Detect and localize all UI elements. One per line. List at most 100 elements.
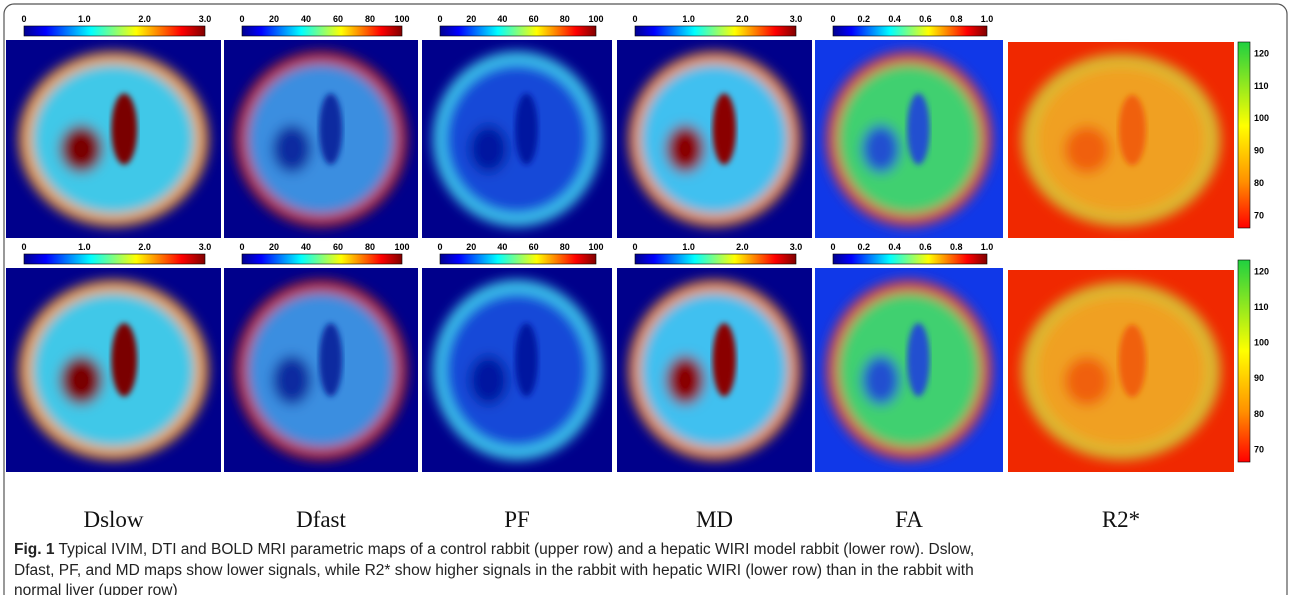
colorbar-tick-label: 1.0 <box>78 14 91 24</box>
map-panel: 0 20 40 60 80 100 <box>422 14 612 238</box>
panels: 0 1.0 2.0 3.0 0 1.0 2.0 3.0 0 20 40 60 80 100 0 20 40 60 8… <box>6 14 1269 472</box>
column-label: PF <box>504 507 530 532</box>
tissue-core <box>319 93 343 165</box>
tissue-core <box>712 323 736 397</box>
tissue-core <box>319 323 343 397</box>
colorbar <box>634 25 797 37</box>
colorbar-tick-label: 80 <box>365 242 375 252</box>
colorbar-tick-label: 40 <box>497 14 507 24</box>
tissue-core <box>515 93 538 165</box>
map-panel: 0 1.0 2.0 3.0 <box>617 14 812 238</box>
colorbar-tick-label: 80 <box>1254 178 1264 188</box>
colorbar-tick-label: 60 <box>529 14 539 24</box>
map-panel: 0 1.0 2.0 3.0 <box>6 14 221 238</box>
colorbar-tick-label: 100 <box>394 242 409 252</box>
colorbar-tick-label: 0.6 <box>919 14 932 24</box>
column-labels: Dslow Dfast PF MD FA R2* <box>83 507 1140 532</box>
colorbar-tick-label: 0.8 <box>950 242 963 252</box>
caption-text: Typical IVIM, DTI and BOLD MRI parametri… <box>54 541 974 558</box>
column-label: Dfast <box>296 507 346 532</box>
colorbar-tick-label: 20 <box>269 242 279 252</box>
tissue-patch <box>862 355 900 405</box>
colorbar-tick-label: 70 <box>1254 210 1264 220</box>
tissue-patch <box>469 125 508 173</box>
figure-border <box>3 3 1288 595</box>
caption-line: Fig. 1 Typical IVIM, DTI and BOLD MRI pa… <box>14 541 974 558</box>
colorbar-tick-label: 2.0 <box>138 14 151 24</box>
tissue-patch <box>469 355 508 405</box>
tissue-patch <box>862 125 900 173</box>
colorbar-tick-label: 0 <box>239 14 244 24</box>
colorbar-tick-label: 1.0 <box>981 14 994 24</box>
caption-line: Dfast, PF, and MD maps show lower signal… <box>14 562 974 579</box>
colorbar-tick-label: 70 <box>1254 444 1264 454</box>
colorbar-tick-label: 20 <box>466 14 476 24</box>
colorbar <box>23 253 206 265</box>
colorbar-tick-label: 40 <box>497 242 507 252</box>
tissue-core <box>111 323 138 397</box>
colorbar-tick-label: 0 <box>21 242 26 252</box>
colorbar-tick-label: 40 <box>301 14 311 24</box>
colorbar-tick-label: 60 <box>333 14 343 24</box>
caption-line: normal liver (upper row) <box>14 582 178 595</box>
colorbar <box>23 25 206 37</box>
colorbar <box>832 253 988 265</box>
colorbar-tick-label: 1.0 <box>78 242 91 252</box>
colorbar-tick-label: 80 <box>560 242 570 252</box>
map-panel: 0 20 40 60 80 100 <box>224 242 418 472</box>
colorbar-tick-label: 100 <box>394 14 409 24</box>
colorbar <box>241 253 403 265</box>
tissue-core <box>1118 324 1146 398</box>
colorbar-tick-label: 100 <box>588 14 603 24</box>
colorbar-tick-label: 0 <box>437 14 442 24</box>
colorbar-tick-label: 110 <box>1254 302 1269 312</box>
tissue-core <box>712 93 736 165</box>
caption-label: Fig. 1 <box>14 541 55 558</box>
tissue-core <box>907 93 930 165</box>
colorbar-tick-label: 2.0 <box>138 242 151 252</box>
tissue-patch <box>1064 126 1110 174</box>
colorbar-tick-label: 0 <box>632 14 637 24</box>
column-label: R2* <box>1102 507 1140 532</box>
colorbar-tick-label: 90 <box>1254 146 1264 156</box>
colorbar-tick-label: 80 <box>365 14 375 24</box>
colorbar-tick-label: 0 <box>437 242 442 252</box>
colorbar-tick-label: 100 <box>1254 113 1269 123</box>
map-panel: 120 110 100 90 80 70 <box>1008 41 1269 238</box>
colorbar-tick-label: 80 <box>560 14 570 24</box>
colorbar-tick-label: 100 <box>588 242 603 252</box>
map-panel: 0 0.2 0.4 0.6 0.8 1.0 <box>815 14 1003 238</box>
map-panel: 0 1.0 2.0 3.0 <box>617 242 812 472</box>
colorbar-tick-label: 1.0 <box>981 242 994 252</box>
colorbar-tick-label: 0 <box>239 242 244 252</box>
colorbar-tick-label: 60 <box>333 242 343 252</box>
colorbar <box>1237 259 1251 463</box>
colorbar-tick-label: 3.0 <box>790 14 803 24</box>
colorbar-tick-label: 0.2 <box>858 14 871 24</box>
tissue-core <box>515 323 538 397</box>
colorbar-tick-label: 20 <box>269 14 279 24</box>
tissue-core <box>1118 94 1146 166</box>
tissue-core <box>907 323 930 397</box>
map-panel: 0 20 40 60 80 100 <box>224 14 418 238</box>
tissue-patch <box>59 125 103 173</box>
colorbar-tick-label: 0 <box>830 14 835 24</box>
column-label: FA <box>895 507 923 532</box>
colorbar <box>1237 41 1251 229</box>
colorbar <box>832 25 988 37</box>
colorbar <box>634 253 797 265</box>
colorbar-tick-label: 120 <box>1254 48 1269 58</box>
map-panel: 120 110 100 90 80 70 <box>1008 259 1269 472</box>
tissue-core <box>111 93 138 165</box>
map-panel: 0 0.2 0.4 0.6 0.8 1.0 <box>815 242 1003 472</box>
colorbar-tick-label: 3.0 <box>790 242 803 252</box>
colorbar <box>241 25 403 37</box>
colorbar-tick-label: 0 <box>21 14 26 24</box>
colorbar-tick-label: 3.0 <box>199 14 212 24</box>
map-panel: 0 1.0 2.0 3.0 <box>6 242 221 472</box>
colorbar-tick-label: 110 <box>1254 81 1269 91</box>
colorbar-tick-label: 2.0 <box>736 242 749 252</box>
colorbar-tick-label: 60 <box>529 242 539 252</box>
colorbar-tick-label: 80 <box>1254 409 1264 419</box>
